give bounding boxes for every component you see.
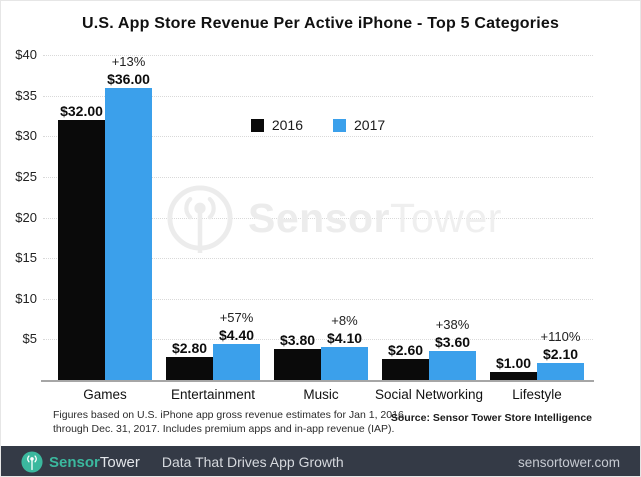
bar-2017-social-networking <box>429 350 476 380</box>
value-label-2016-entertainment: $2.80 <box>171 340 208 357</box>
footnote-line-1: Figures based on U.S. iPhone app gross r… <box>53 409 404 421</box>
pct-change-label-social-networking: +38% <box>435 316 470 332</box>
sensortower-logo-icon <box>21 451 43 473</box>
value-label-2016-games: $32.00 <box>60 103 103 119</box>
chart-title: U.S. App Store Revenue Per Active iPhone… <box>81 15 560 32</box>
category-label-games: Games <box>83 387 127 402</box>
gridline-$30 <box>43 136 593 138</box>
legend-label: 2016 <box>271 117 303 133</box>
pct-change-label-music: +8% <box>331 312 358 328</box>
footer-website: sensortower.com <box>517 454 620 470</box>
x-axis-line <box>41 380 594 382</box>
category-label-music: Music <box>303 387 339 402</box>
bar-2016-games <box>58 120 105 380</box>
y-tick-label: $15 <box>15 250 37 266</box>
bar-2016-lifestyle <box>490 371 537 380</box>
plot-area: 2016 2017 $32.00 +13% $36.00 $2.80 +57% $4.40 $… <box>43 53 593 380</box>
value-label-2016-lifestyle: $1.00 <box>495 354 532 371</box>
pct-change-label-lifestyle: +110% <box>540 328 581 344</box>
legend-item-2016: 2016 <box>250 117 303 133</box>
pct-change-label-entertainment: +57% <box>219 310 254 326</box>
y-tick-label: $25 <box>15 168 37 184</box>
value-label-2017-games: $36.00 <box>107 70 150 87</box>
bar-2017-music <box>321 346 368 380</box>
footer-brand-light: Tower <box>99 453 140 471</box>
y-tick-label: $35 <box>15 87 37 103</box>
source-credit: Source: Sensor Tower Store Intelligence <box>390 412 592 424</box>
bar-2017-entertainment <box>213 344 260 380</box>
legend-item-2017: 2017 <box>333 117 385 133</box>
y-tick-label: $5 <box>22 331 37 347</box>
gridline-$15 <box>43 258 593 260</box>
legend: 2016 2017 <box>43 117 593 133</box>
gridline-$40 <box>43 55 593 56</box>
gridline-$5 <box>43 339 593 341</box>
footer-bar: SensorTower Data That Drives App Growth … <box>1 446 640 476</box>
watermark-text: SensorTower <box>248 195 502 242</box>
footnote: Figures based on U.S. iPhone app gross r… <box>53 408 404 436</box>
sensortower-watermark: SensorTower <box>165 183 502 253</box>
bar-2017-lifestyle <box>537 362 584 380</box>
legend-swatch-2016 <box>250 118 264 132</box>
watermark-brand-light: Tower <box>390 194 502 241</box>
value-label-2017-entertainment: $4.40 <box>218 327 255 344</box>
gridline-$25 <box>43 176 593 178</box>
value-label-2017-social-networking: $3.60 <box>434 333 471 350</box>
bar-2016-music <box>274 349 321 380</box>
legend-swatch-2017 <box>333 118 346 132</box>
value-label-2017-music: $4.10 <box>326 329 363 346</box>
bar-2016-social-networking <box>382 358 429 380</box>
gridline-$10 <box>43 298 593 300</box>
y-tick-label: $30 <box>15 128 37 144</box>
category-label-entertainment: Entertainment <box>170 387 256 402</box>
footer-brand-bold: Sensor <box>49 453 100 471</box>
y-tick-label: $20 <box>15 209 37 225</box>
sensortower-logo-icon <box>167 185 233 253</box>
y-tick-label: $10 <box>15 290 37 306</box>
category-label-lifestyle: Lifestyle <box>512 387 562 402</box>
footer-tagline: Data That Drives App Growth <box>161 454 344 470</box>
value-label-2017-lifestyle: $2.10 <box>542 345 579 362</box>
footer-brand: SensorTower <box>49 454 140 471</box>
footnote-line-2: through Dec. 31, 2017. Includes premium … <box>53 423 395 435</box>
gridline-$35 <box>43 95 593 97</box>
bar-2016-entertainment <box>166 357 213 380</box>
category-label-social-networking: Social Networking <box>374 387 484 402</box>
gridline-$20 <box>43 217 593 219</box>
pct-change-label-games: +13% <box>111 53 146 69</box>
legend-label: 2017 <box>354 117 386 133</box>
y-tick-label: $40 <box>15 47 37 62</box>
bar-2017-games <box>105 87 152 380</box>
watermark-brand-bold: Sensor <box>248 194 390 241</box>
value-label-2016-music: $3.80 <box>279 332 316 349</box>
y-axis-labels: $5 $10 $15 $20 $25 $30 $35 $40 <box>1 1 39 476</box>
value-label-2016-social-networking: $2.60 <box>387 341 424 358</box>
